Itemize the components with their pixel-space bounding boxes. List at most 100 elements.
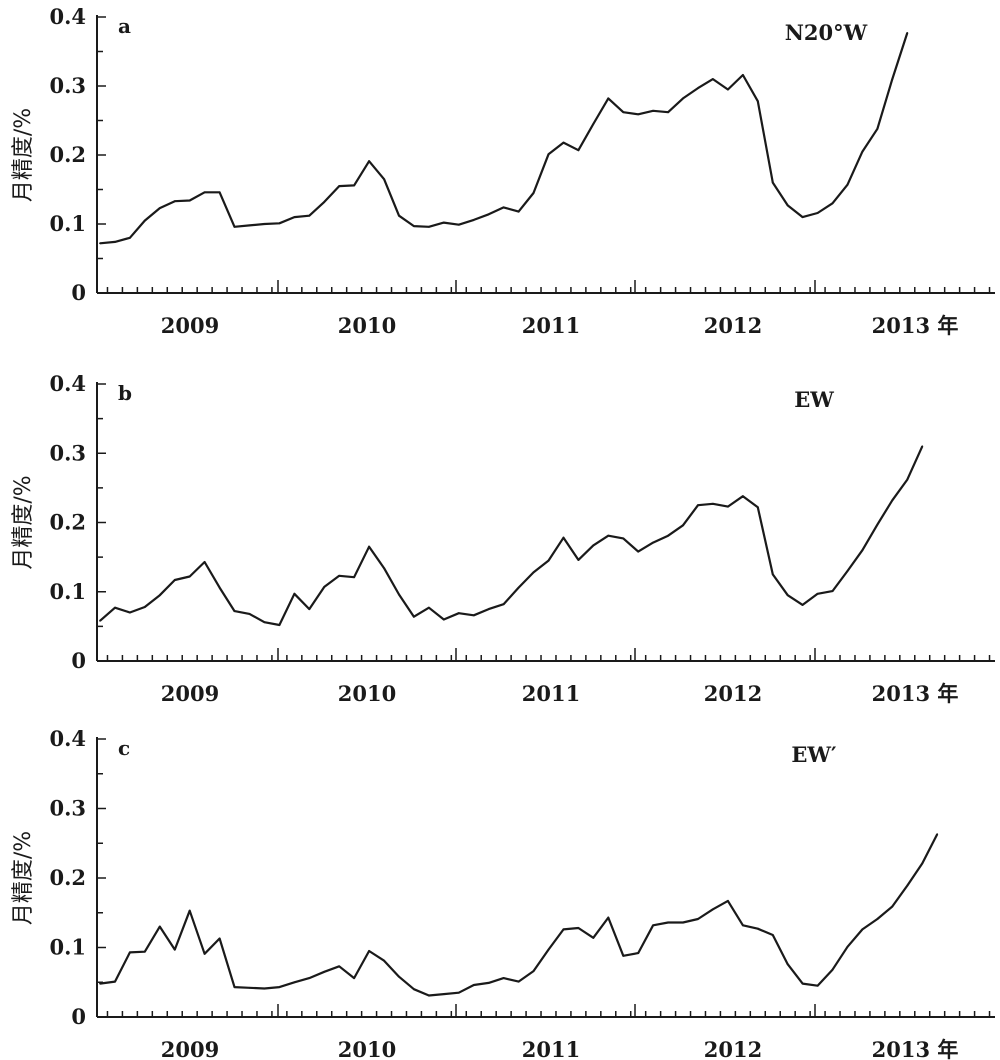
data-point <box>831 968 834 971</box>
data-point <box>442 221 445 224</box>
data-point <box>786 594 789 597</box>
data-point <box>831 590 834 592</box>
data-point <box>114 241 116 243</box>
data-point <box>592 123 595 125</box>
data-point <box>846 183 849 186</box>
panel-a: 0 0.1 0.2 0.3 0.4 2009 2010 2011 2012 2013 年 月精度/%… <box>11 4 995 338</box>
data-point <box>906 32 909 34</box>
data-point <box>173 579 176 581</box>
data-point <box>532 571 535 574</box>
data-point <box>338 574 341 577</box>
y-axis-label: 月精度/% <box>11 831 36 925</box>
data-point <box>129 236 131 239</box>
data-point <box>233 225 236 228</box>
x-tick-label: 2010 <box>338 313 396 338</box>
data-point <box>861 150 864 153</box>
data-point <box>756 100 759 103</box>
data-point <box>248 224 251 227</box>
data-point <box>876 127 879 130</box>
data-point <box>622 537 625 540</box>
data-point <box>921 445 924 448</box>
x-tick-label: 2011 <box>522 681 580 706</box>
data-point <box>682 921 684 924</box>
data-point <box>652 541 654 544</box>
data-point <box>517 210 520 213</box>
data-point <box>114 606 116 609</box>
data-point <box>712 502 714 505</box>
data-point <box>517 980 520 983</box>
data-point <box>338 965 341 968</box>
y-tick-label: 0.3 <box>49 440 86 465</box>
series-line <box>99 32 909 245</box>
data-point <box>173 948 176 951</box>
x-tick-label: 2009 <box>161 1037 219 1060</box>
data-point <box>786 204 789 207</box>
data-point <box>891 905 894 908</box>
data-point <box>99 619 101 622</box>
panel-letter: b <box>118 381 132 405</box>
data-point <box>637 952 640 954</box>
y-tick-label: 0.4 <box>49 371 86 396</box>
data-point <box>502 977 505 979</box>
data-point <box>114 980 116 983</box>
data-point <box>562 536 565 539</box>
data-point <box>816 212 819 214</box>
x-tick-label: 2009 <box>161 681 219 706</box>
data-point <box>756 927 759 930</box>
data-point <box>801 604 804 606</box>
data-point <box>547 559 550 562</box>
y-tick-label: 0.2 <box>49 142 86 167</box>
data-point <box>398 593 400 596</box>
data-point <box>308 214 311 217</box>
data-point <box>158 925 161 928</box>
data-point <box>248 986 251 989</box>
data-point <box>876 523 879 526</box>
data-point <box>742 924 744 927</box>
data-point <box>547 153 550 156</box>
panel-letter: c <box>118 736 130 760</box>
data-point <box>846 570 849 572</box>
data-point <box>682 97 684 100</box>
data-point <box>771 573 774 576</box>
data-point <box>383 567 385 570</box>
data-point <box>697 504 699 507</box>
data-point <box>517 586 520 589</box>
data-point <box>428 225 430 228</box>
data-point <box>233 610 236 612</box>
data-point <box>562 928 565 931</box>
data-point <box>906 478 909 481</box>
data-point <box>801 982 804 985</box>
data-point <box>203 191 206 194</box>
data-point <box>413 225 415 228</box>
data-point <box>727 900 729 902</box>
x-tick-label: 2013 年 <box>872 681 959 706</box>
data-point <box>607 97 610 100</box>
panel-c: 0 0.1 0.2 0.3 0.4 2009 2010 2011 2012 2013 年 月精度/%… <box>11 726 995 1060</box>
x-tick-label: 2013 年 <box>872 1037 959 1060</box>
data-point <box>637 550 640 553</box>
series-line <box>99 833 939 997</box>
data-point <box>99 242 101 245</box>
x-tick-label: 2011 <box>522 313 580 338</box>
data-point <box>622 111 625 114</box>
y-tick-label: 0.3 <box>49 73 86 98</box>
data-point <box>129 611 131 614</box>
data-point <box>457 612 460 615</box>
data-point <box>218 586 221 589</box>
panel-letter: a <box>118 14 131 38</box>
data-point <box>428 606 430 609</box>
y-axis-label: 月精度/% <box>11 475 36 569</box>
data-point <box>577 149 580 152</box>
data-point <box>547 948 550 951</box>
data-point <box>158 594 161 597</box>
data-point <box>861 549 864 552</box>
data-point <box>742 74 744 76</box>
data-point <box>457 223 460 226</box>
data-point <box>697 918 699 920</box>
y-tick-label: 0.2 <box>49 510 86 535</box>
y-tick-label: 0.1 <box>49 579 86 604</box>
data-point <box>368 950 370 952</box>
data-point <box>368 160 370 163</box>
data-point <box>263 621 266 624</box>
